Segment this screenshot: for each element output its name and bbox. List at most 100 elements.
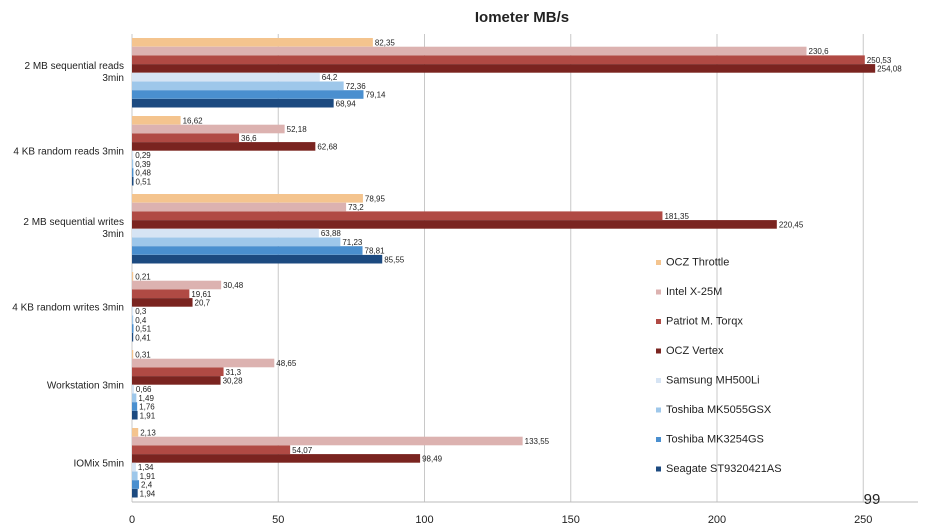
bar <box>132 202 347 212</box>
x-tick-label: 50 <box>272 514 284 526</box>
bar <box>132 159 134 169</box>
data-label: 133,55 <box>525 437 550 446</box>
y-category-label: Workstation 3min <box>47 381 124 392</box>
bar <box>132 306 134 316</box>
bar <box>132 220 777 229</box>
data-label: 0,21 <box>135 272 151 281</box>
legend-swatch <box>656 437 661 442</box>
legend-label: Toshiba MK3254GS <box>666 434 764 446</box>
data-label: 64,2 <box>322 73 338 82</box>
legend-swatch <box>656 407 661 413</box>
data-label: 1,91 <box>140 411 156 420</box>
bar <box>132 133 240 142</box>
data-label: 0,39 <box>135 160 151 169</box>
legend-label: Samsung MH500Li <box>666 375 760 387</box>
data-label: 0,3 <box>135 307 147 316</box>
bar <box>132 55 865 64</box>
data-label: 52,18 <box>287 125 308 134</box>
legend-label: Toshiba MK5055GSX <box>666 404 772 416</box>
bar <box>132 272 134 281</box>
bar <box>132 358 275 368</box>
data-label: 230,6 <box>809 47 830 56</box>
bar <box>132 280 222 290</box>
legend-label: Intel X-25M <box>666 286 722 298</box>
watermark: 99 <box>864 491 881 508</box>
bar <box>132 246 363 255</box>
x-tick-label: 150 <box>562 514 580 526</box>
bar <box>132 471 138 481</box>
bar <box>132 90 364 99</box>
data-label: 30,48 <box>223 281 244 290</box>
legend-label: Seagate ST9320421AS <box>666 463 782 475</box>
bar <box>132 168 134 177</box>
data-label: 181,35 <box>664 212 689 221</box>
data-label: 31,3 <box>226 368 242 377</box>
bar <box>132 462 136 472</box>
data-label: 0,31 <box>135 350 151 359</box>
data-label: 0,41 <box>135 333 151 342</box>
y-category-label: 4 KB random writes 3min <box>12 303 124 314</box>
data-label: 250,53 <box>867 56 892 65</box>
bar <box>132 324 134 333</box>
data-label: 2,4 <box>141 481 153 490</box>
data-label: 16,62 <box>183 116 204 125</box>
bar <box>132 367 224 376</box>
data-label: 2,13 <box>140 428 156 437</box>
data-label: 73,2 <box>348 203 364 212</box>
legend-label: Patriot M. Torqx <box>666 316 743 328</box>
legend-label: OCZ Vertex <box>666 345 724 357</box>
data-label: 1,49 <box>138 394 154 403</box>
y-category-label: IOMix 5min <box>73 459 124 470</box>
data-label: 254,08 <box>877 65 902 74</box>
legend-swatch <box>656 289 661 295</box>
bar <box>132 376 221 385</box>
data-label: 1,76 <box>139 403 155 412</box>
legend-swatch <box>656 260 661 265</box>
data-label: 98,49 <box>422 455 443 464</box>
x-tick-label: 250 <box>854 514 872 526</box>
legend-label: OCZ Throttle <box>666 257 729 269</box>
data-label: 54,07 <box>292 446 313 455</box>
data-label: 0,4 <box>135 316 147 325</box>
bar <box>132 194 363 203</box>
data-label: 0,51 <box>135 177 151 186</box>
bar <box>132 454 421 463</box>
bar <box>132 410 138 420</box>
bar <box>132 64 876 73</box>
gridlines <box>131 34 864 502</box>
data-label: 63,88 <box>321 229 342 238</box>
data-label: 0,48 <box>135 169 151 178</box>
legend-swatch <box>656 348 661 354</box>
data-label: 48,65 <box>276 359 297 368</box>
data-label: 72,36 <box>346 82 367 91</box>
y-category-label: 2 MB sequential reads 3min <box>24 61 124 84</box>
data-label: 19,61 <box>191 290 212 299</box>
bar <box>132 332 134 342</box>
y-category-label: 2 MB sequential writes 3min <box>23 217 124 240</box>
bar <box>132 289 190 298</box>
data-label: 1,91 <box>140 472 156 481</box>
data-label: 0,51 <box>135 325 151 334</box>
bar <box>132 254 383 264</box>
bar <box>132 402 138 411</box>
bar <box>132 488 138 498</box>
data-label: 79,14 <box>365 91 386 100</box>
data-label: 220,45 <box>779 221 804 230</box>
data-label: 36,6 <box>241 134 257 143</box>
bar <box>132 428 139 437</box>
data-label: 20,7 <box>195 299 211 308</box>
bar <box>132 176 134 186</box>
bar <box>132 315 134 325</box>
legend-swatch <box>656 378 661 383</box>
legend-swatch <box>656 466 661 472</box>
chart-title: Iometer MB/s <box>475 9 569 26</box>
x-tick-label: 0 <box>129 514 135 526</box>
data-label: 0,66 <box>136 385 152 394</box>
bar <box>132 445 291 454</box>
data-label: 30,28 <box>223 377 244 386</box>
bar <box>132 384 134 394</box>
bar <box>132 124 285 134</box>
bar <box>132 350 134 359</box>
